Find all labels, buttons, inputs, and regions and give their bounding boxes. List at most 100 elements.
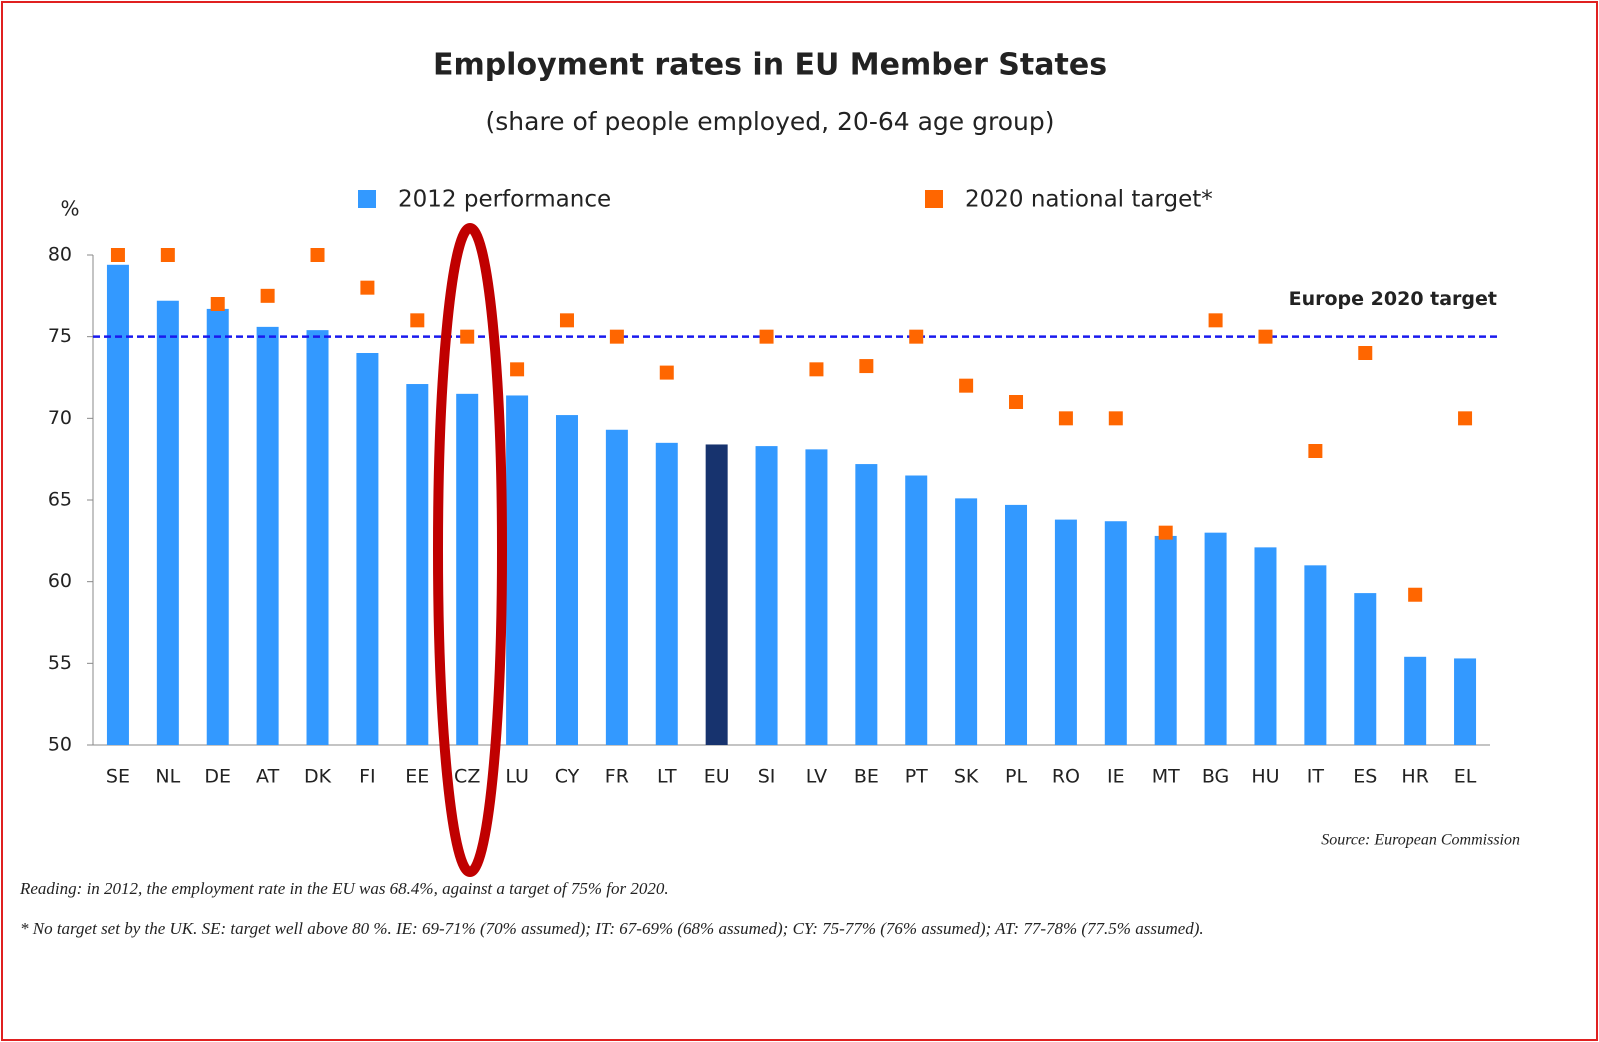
bar bbox=[256, 326, 279, 745]
x-tick-label: FI bbox=[359, 766, 376, 788]
bar bbox=[206, 308, 229, 745]
target-marker bbox=[410, 313, 425, 328]
target-marker bbox=[659, 365, 674, 380]
x-tick-label: SK bbox=[954, 766, 979, 788]
x-tick-label: BG bbox=[1202, 766, 1229, 788]
legend-label: 2020 national target* bbox=[965, 187, 1213, 213]
reference-label: Europe 2020 target bbox=[1289, 288, 1497, 310]
target-marker bbox=[1108, 411, 1123, 426]
x-tick-label: ES bbox=[1353, 766, 1377, 788]
x-tick-label: EL bbox=[1454, 766, 1477, 788]
target-marker bbox=[160, 248, 175, 262]
x-tick-label: SE bbox=[106, 766, 130, 788]
bar bbox=[855, 464, 878, 745]
x-tick-label: HU bbox=[1251, 766, 1279, 788]
x-tick-label: NL bbox=[155, 766, 180, 788]
bar bbox=[1304, 565, 1327, 745]
bar bbox=[1005, 504, 1028, 745]
target-marker bbox=[759, 329, 774, 344]
x-tick-label: PL bbox=[1005, 766, 1027, 788]
target-marker bbox=[110, 248, 125, 262]
bar bbox=[755, 446, 778, 745]
target-marker bbox=[210, 297, 225, 311]
footnote: * No target set by the UK. SE: target we… bbox=[20, 919, 1204, 938]
bar bbox=[555, 415, 578, 745]
target-marker bbox=[609, 329, 624, 344]
bar bbox=[1054, 519, 1077, 745]
bar bbox=[1204, 532, 1227, 745]
target-marker bbox=[559, 313, 574, 328]
x-tick-label: LU bbox=[505, 766, 529, 788]
target-marker bbox=[460, 329, 475, 344]
y-tick-label: 75 bbox=[48, 325, 72, 347]
target-marker bbox=[1408, 587, 1423, 602]
bar bbox=[356, 353, 379, 745]
x-tick-label: BE bbox=[854, 766, 879, 788]
chart-title: Employment rates in EU Member States bbox=[433, 48, 1107, 83]
x-tick-label: AT bbox=[256, 766, 280, 788]
target-marker bbox=[959, 378, 974, 393]
target-marker bbox=[1208, 313, 1223, 328]
target-marker bbox=[1058, 411, 1073, 426]
reading-note: Reading: in 2012, the employment rate in… bbox=[20, 879, 669, 898]
target-marker bbox=[510, 362, 525, 377]
target-marker bbox=[1308, 444, 1323, 458]
x-tick-label: HR bbox=[1401, 766, 1429, 788]
bar bbox=[805, 449, 828, 745]
bar bbox=[1104, 521, 1127, 745]
source: Source: European Commission bbox=[1321, 832, 1520, 849]
bar bbox=[955, 498, 978, 745]
y-tick-label: 50 bbox=[48, 734, 72, 756]
x-tick-label: PT bbox=[905, 766, 928, 788]
target-marker bbox=[310, 248, 325, 262]
bar bbox=[506, 395, 529, 745]
target-marker bbox=[859, 359, 874, 374]
bar bbox=[406, 384, 429, 745]
bar bbox=[905, 475, 928, 745]
target-marker bbox=[1358, 346, 1373, 360]
bar bbox=[1154, 535, 1177, 745]
legend-label: 2012 performance bbox=[398, 187, 611, 213]
x-tick-label: DE bbox=[204, 766, 231, 788]
bar bbox=[1454, 658, 1477, 745]
bar bbox=[655, 442, 678, 745]
x-tick-label: DK bbox=[304, 766, 332, 788]
y-tick-label: 70 bbox=[48, 407, 72, 429]
highlight-ellipse bbox=[433, 223, 507, 877]
target-marker bbox=[360, 280, 375, 295]
target-marker bbox=[1009, 395, 1024, 409]
legend-swatch bbox=[925, 190, 943, 208]
target-marker bbox=[809, 362, 824, 377]
legend-swatch bbox=[358, 190, 376, 208]
x-tick-label: EU bbox=[704, 766, 730, 788]
y-tick-label: 65 bbox=[48, 489, 72, 511]
x-tick-label: IE bbox=[1107, 766, 1125, 788]
x-tick-label: IT bbox=[1307, 766, 1325, 788]
bar bbox=[1404, 656, 1427, 745]
y-tick-label: 55 bbox=[48, 652, 72, 674]
x-tick-label: RO bbox=[1052, 766, 1080, 788]
target-marker bbox=[909, 329, 924, 344]
target-marker bbox=[260, 288, 275, 303]
y-axis-label: % bbox=[60, 197, 79, 221]
bar bbox=[1254, 547, 1277, 745]
target-marker bbox=[1158, 525, 1173, 540]
y-tick-label: 60 bbox=[48, 570, 72, 592]
x-tick-label: LV bbox=[806, 766, 828, 788]
x-tick-label: CY bbox=[555, 766, 580, 788]
bar bbox=[156, 300, 179, 745]
bar bbox=[456, 393, 479, 745]
y-tick-label: 80 bbox=[48, 244, 72, 266]
target-marker bbox=[1458, 411, 1473, 426]
x-tick-label: LT bbox=[657, 766, 677, 788]
x-tick-label: MT bbox=[1152, 766, 1180, 788]
x-tick-label: CZ bbox=[454, 766, 480, 788]
chart-subtitle: (share of people employed, 20-64 age gro… bbox=[486, 107, 1055, 136]
bar bbox=[1354, 593, 1377, 745]
x-tick-label: SI bbox=[758, 766, 776, 788]
bar bbox=[705, 444, 728, 745]
target-marker bbox=[1258, 329, 1273, 344]
bar bbox=[106, 264, 129, 745]
